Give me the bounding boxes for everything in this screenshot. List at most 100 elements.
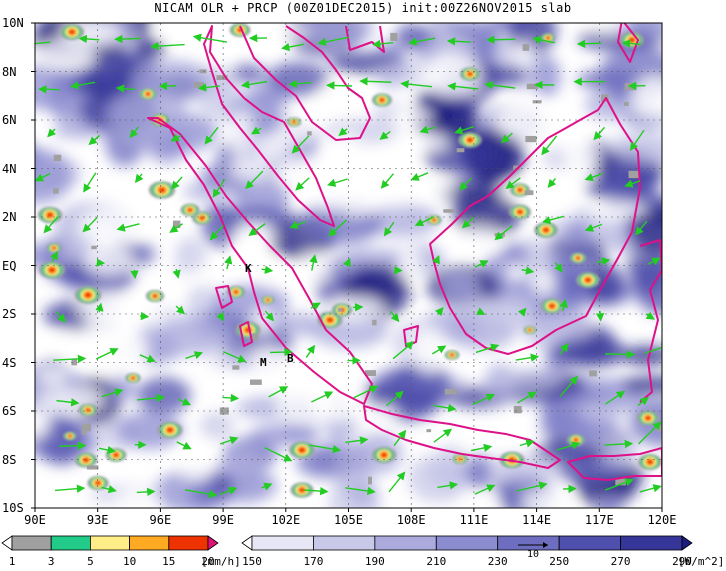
olr-patch	[106, 88, 187, 143]
colorbar-tick-label: 10	[122, 555, 137, 568]
precip-speck	[53, 188, 59, 194]
precip-speck	[526, 83, 539, 90]
olr-patch	[565, 220, 590, 245]
coastline-sulawesi	[639, 239, 662, 403]
olr-patch	[502, 369, 566, 391]
wind-vector	[101, 485, 117, 494]
wind-vector	[288, 79, 312, 88]
coastline-bali-lombok	[567, 447, 662, 481]
precip-speck	[456, 148, 465, 153]
wind-vector	[35, 172, 51, 182]
wind-vector	[53, 354, 87, 364]
wind-vector	[326, 81, 353, 90]
wind-vector	[264, 310, 275, 322]
colorbar-tick-label: 290	[672, 555, 692, 568]
colorbar-swatch	[251, 535, 314, 551]
colorbar-swatch	[435, 535, 499, 551]
precip-cell	[452, 453, 468, 465]
colorbar-tick-label: 250	[549, 555, 570, 568]
lon-label: 93E	[86, 513, 109, 527]
colorbar-tick-label: 230	[487, 555, 508, 568]
precip-speck	[251, 333, 259, 341]
plot-frame	[34, 22, 663, 509]
precip-cell	[148, 181, 176, 199]
wind-vector	[454, 125, 475, 135]
precip-unit-label: [mm/h]	[201, 555, 241, 568]
olr-patch	[621, 376, 662, 394]
lat-label: 8N	[2, 64, 17, 79]
wind-vector	[547, 178, 557, 188]
precip-cell	[78, 403, 98, 417]
precip-speck	[81, 429, 86, 435]
wind-vector	[289, 220, 306, 229]
wind-vector	[209, 225, 224, 241]
wind-vector	[393, 429, 407, 447]
wind-vector	[345, 436, 369, 445]
wind-vector	[95, 302, 104, 313]
colorbar-tick-label: 210	[426, 555, 447, 568]
olr-clear-patch	[245, 23, 310, 41]
olr-clear-patch	[425, 178, 453, 200]
olr-patch	[458, 296, 500, 321]
wind-vector	[559, 375, 578, 397]
wind-vector	[175, 305, 185, 315]
olr-patch	[500, 243, 529, 264]
olr-clear-patch	[82, 244, 132, 277]
wind-vector	[136, 487, 156, 497]
wind-vector	[383, 221, 395, 237]
wind-vector	[532, 35, 555, 45]
site-label-b: B	[287, 352, 294, 365]
wind-vector	[472, 393, 496, 406]
precip-cell	[139, 88, 157, 100]
wind-vector	[433, 428, 453, 443]
precip-cell	[192, 211, 212, 225]
colorbar-swatch	[50, 535, 91, 551]
olr-clear-patch	[49, 332, 102, 363]
precip-speck	[444, 388, 457, 395]
wind-vector	[408, 37, 436, 46]
precip-speck	[524, 190, 534, 196]
lat-label: 6S	[2, 404, 17, 418]
precip-cell	[569, 252, 587, 264]
lat-label: 8S	[2, 452, 17, 467]
wind-vector	[305, 344, 316, 358]
wind-vector	[130, 270, 139, 280]
wind-vector	[328, 219, 347, 237]
wind-vector	[56, 398, 80, 407]
olr-clear-patch	[310, 190, 350, 211]
wind-vector	[559, 342, 569, 355]
wind-vector	[184, 489, 218, 499]
precip-speck	[219, 407, 229, 415]
wind-vector	[414, 216, 435, 227]
wind-vector	[584, 223, 603, 232]
wind-vector	[432, 254, 440, 265]
olr-clear-patch	[227, 110, 254, 157]
wind-vector	[517, 391, 537, 404]
lon-label: 108E	[396, 513, 426, 527]
olr-clear-patch	[458, 493, 503, 508]
olr-patch	[437, 179, 506, 206]
precip-speck	[656, 425, 662, 432]
wind-vector	[98, 445, 116, 455]
wind-vector	[311, 391, 334, 403]
colorbar-tick-label: 170	[303, 555, 324, 568]
wind-vector	[204, 126, 219, 145]
olr-patch	[136, 377, 191, 414]
colorbar-swatch	[558, 535, 621, 551]
wind-vector	[353, 385, 379, 399]
olr-patch	[594, 495, 624, 508]
olr-patch	[266, 62, 330, 96]
olr-clear-patch	[494, 103, 558, 141]
lon-label: 105E	[334, 513, 363, 527]
precip-cell	[290, 482, 314, 498]
olr-clear-patch	[451, 227, 504, 254]
coastline-island-2	[239, 321, 253, 347]
wind-vector	[474, 260, 489, 268]
olr-clear-patch	[317, 80, 366, 106]
precip-speck	[443, 209, 455, 213]
wind-vector	[264, 446, 293, 462]
wind-vector	[295, 177, 310, 191]
coastline-island-3	[617, 23, 639, 63]
wind-vector	[637, 396, 649, 406]
lon-label: 96E	[149, 513, 172, 527]
